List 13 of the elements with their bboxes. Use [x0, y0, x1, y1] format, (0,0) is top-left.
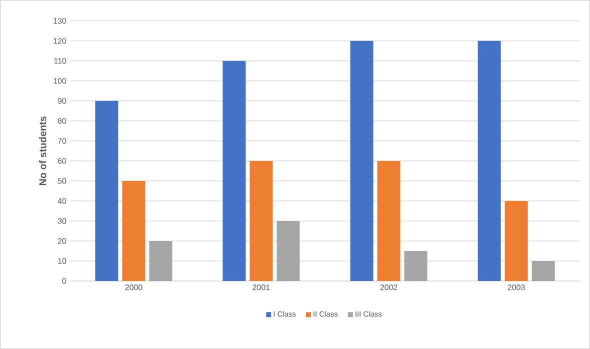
bar: [404, 251, 428, 282]
bar: [122, 181, 146, 282]
bar: [222, 60, 246, 282]
y-axis-title: No of students: [38, 116, 46, 186]
bar: [504, 201, 528, 282]
bar: [250, 160, 273, 282]
bar: [478, 40, 501, 282]
bar: [377, 160, 400, 282]
bar: [350, 40, 374, 282]
bar: [532, 261, 555, 282]
bar: [95, 100, 118, 282]
bar: [276, 221, 300, 282]
bar: [149, 241, 172, 282]
